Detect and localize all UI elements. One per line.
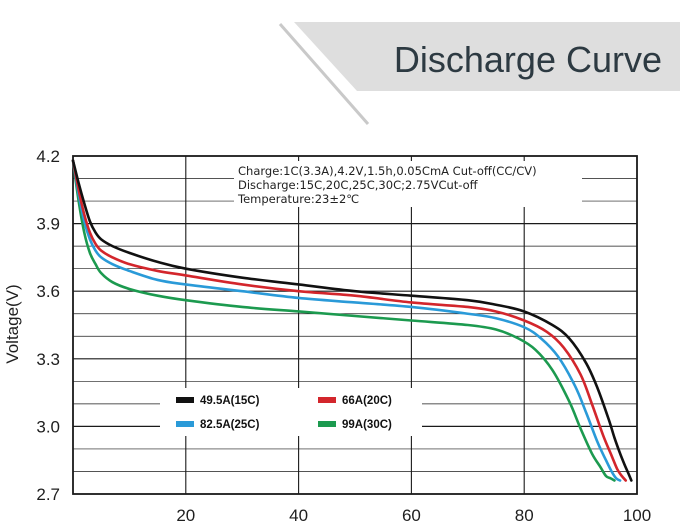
- note-charge: Charge:1C(3.3A),4.2V,1.5h,0.05CmA Cut-of…: [238, 164, 537, 178]
- y-tick-label: 2.7: [36, 485, 60, 504]
- x-tick-label: 100: [623, 506, 651, 525]
- y-tick-label: 3.3: [36, 350, 60, 369]
- series-line-99a-30c: [71, 159, 616, 482]
- legend-label-25c: 82.5A(25C): [200, 419, 260, 431]
- x-tick-label: 40: [289, 506, 308, 525]
- note-discharge: Discharge:15C,20C,25C,30C;2.75VCut-off: [238, 178, 479, 192]
- y-tick-label: 3.0: [36, 417, 60, 436]
- x-tick-label: 80: [515, 506, 534, 525]
- legend-swatch-20c: [318, 397, 336, 403]
- legend-swatch-25c: [176, 421, 194, 427]
- test-conditions-note: Charge:1C(3.3A),4.2V,1.5h,0.05CmA Cut-of…: [234, 161, 582, 207]
- legend-label-15c: 49.5A(15C): [200, 395, 260, 407]
- series-lines: [71, 159, 633, 482]
- series-line-66a-20c: [71, 159, 628, 482]
- y-tick-label: 4.2: [36, 147, 60, 166]
- legend-swatch-15c: [176, 397, 194, 403]
- x-tick-label: 60: [402, 506, 421, 525]
- legend: 49.5A(15C) 66A(20C) 82.5A(25C) 99A(30C): [160, 388, 422, 436]
- x-tick-labels: 20 40 60 80 100: [176, 506, 651, 525]
- legend-label-20c: 66A(20C): [342, 395, 392, 407]
- title-band: [294, 22, 680, 91]
- x-tick-label: 20: [176, 506, 195, 525]
- series-line-49-5a-15c: [71, 159, 633, 482]
- legend-label-30c: 99A(30C): [342, 419, 392, 431]
- plot-frame: [72, 155, 638, 495]
- y-tick-label: 3.9: [36, 215, 60, 234]
- series-line-82-5a-25c: [71, 159, 622, 482]
- note-temperature: Temperature:23±2℃: [237, 192, 359, 206]
- note-background: [234, 161, 582, 207]
- title-banner: Discharge Curve: [278, 22, 680, 125]
- y-axis-label: Voltage(V): [3, 284, 22, 363]
- y-tick-label: 3.6: [36, 282, 60, 301]
- title-band-diagonal: [278, 23, 370, 125]
- legend-swatch-30c: [318, 421, 336, 427]
- legend-background: [160, 388, 422, 436]
- chart-title: Discharge Curve: [394, 39, 662, 80]
- y-tick-labels: 2.7 3.0 3.3 3.6 3.9 4.2: [36, 147, 60, 504]
